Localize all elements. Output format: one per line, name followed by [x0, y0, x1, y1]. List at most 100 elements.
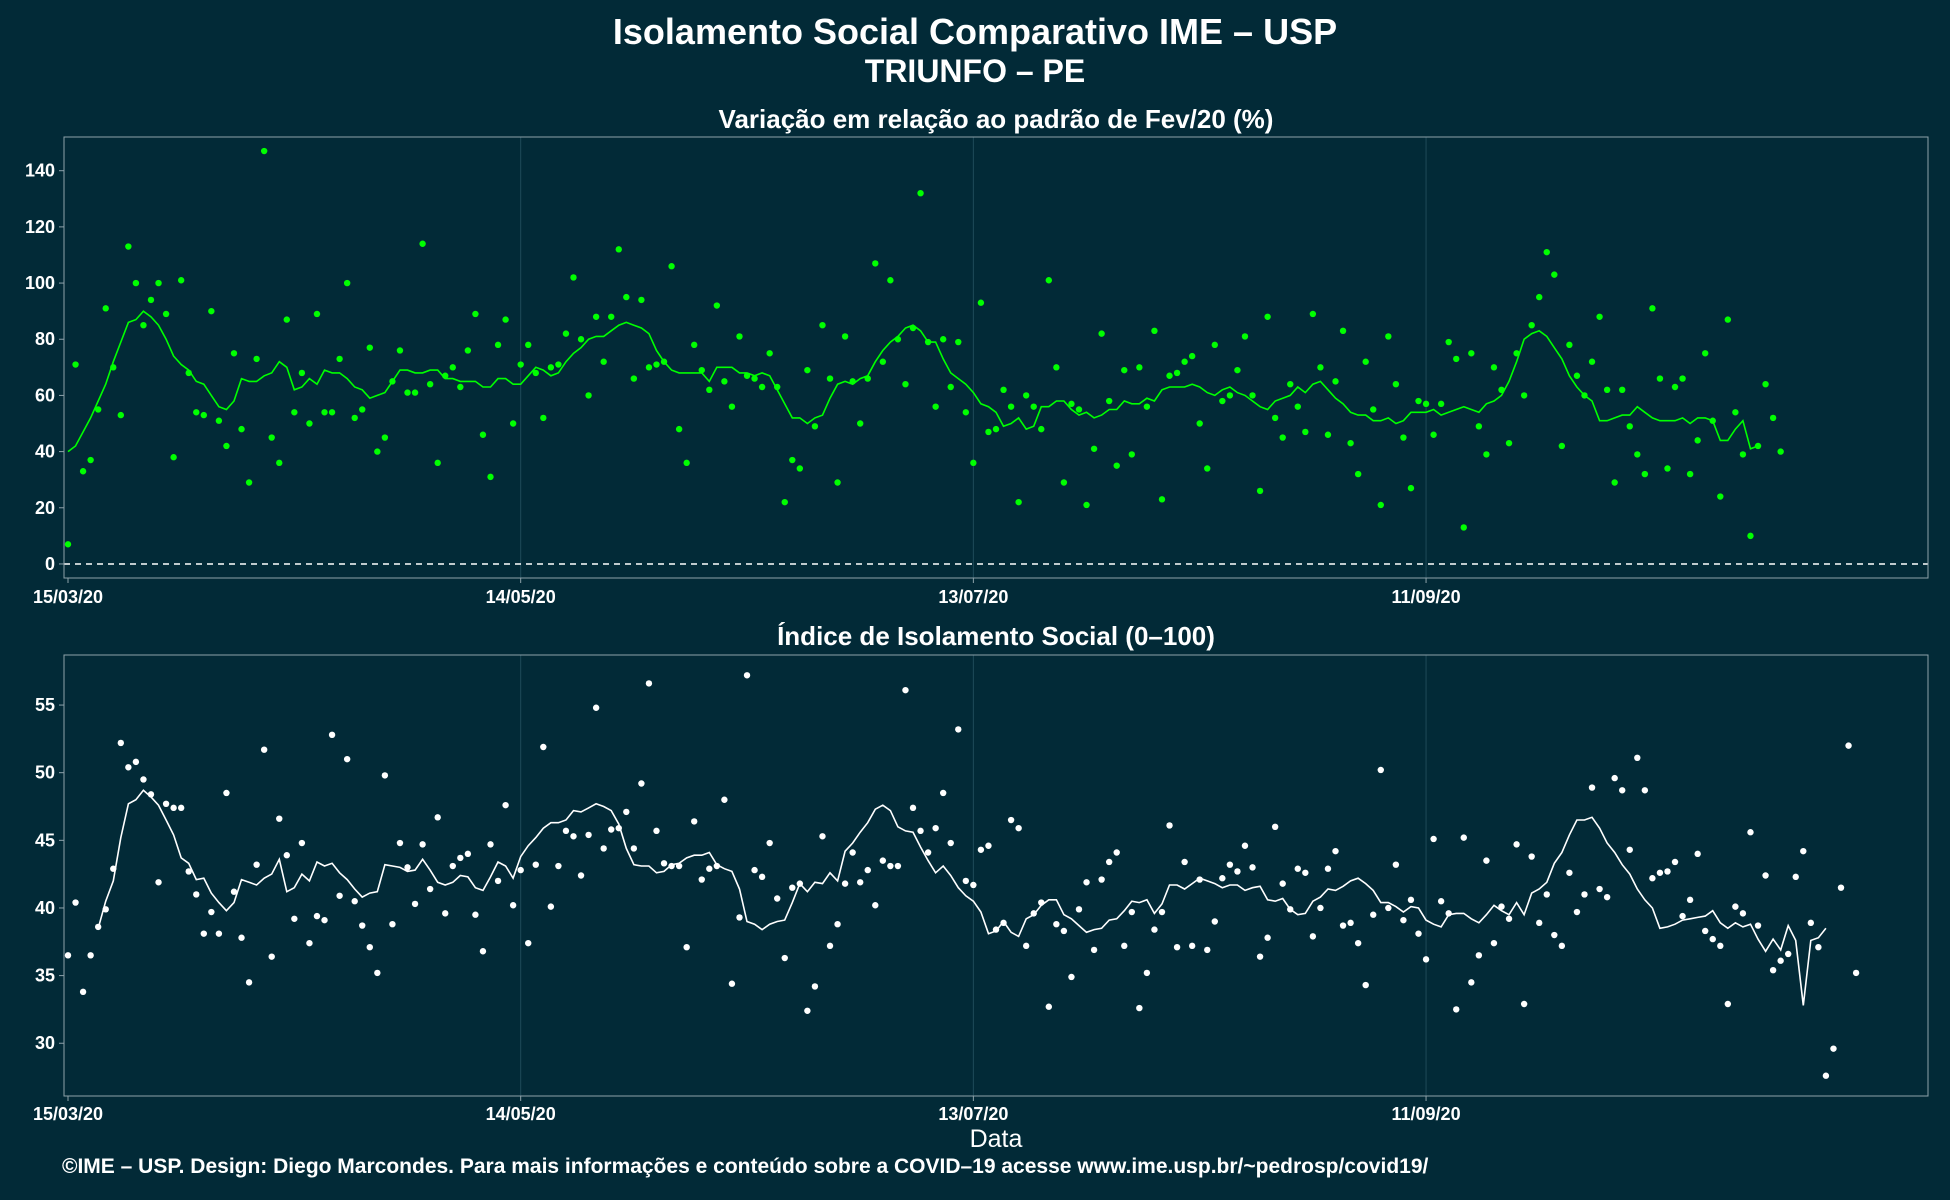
data-point	[970, 459, 977, 467]
data-point	[1166, 372, 1173, 379]
data-point	[1777, 448, 1784, 455]
data-point	[804, 1007, 811, 1014]
data-point	[1724, 316, 1732, 323]
data-point	[758, 873, 766, 881]
data-point	[1279, 434, 1286, 441]
data-point	[1430, 835, 1437, 843]
data-point	[1619, 386, 1626, 394]
data-point	[170, 804, 177, 812]
data-point	[1385, 333, 1392, 340]
data-point	[698, 366, 705, 374]
data-point	[1007, 403, 1015, 410]
data-point	[1128, 908, 1136, 916]
data-point	[1422, 956, 1430, 963]
data-point	[789, 456, 796, 464]
data-point	[985, 428, 992, 436]
data-point	[1060, 927, 1068, 935]
data-point	[1241, 333, 1249, 340]
data-point	[743, 672, 751, 679]
data-point	[79, 468, 87, 475]
data-point	[1068, 973, 1075, 981]
data-point	[1468, 979, 1475, 986]
data-point	[260, 746, 268, 753]
data-point	[1241, 842, 1249, 849]
data-point	[1702, 350, 1709, 357]
data-point	[736, 914, 743, 921]
data-point	[849, 849, 856, 856]
data-point	[1671, 383, 1679, 391]
data-point	[64, 952, 72, 959]
data-point	[525, 341, 532, 349]
data-point	[872, 260, 879, 267]
data-point	[856, 879, 864, 886]
y-tick-label: 35	[35, 966, 55, 986]
y-tick-label: 20	[35, 498, 55, 518]
data-point	[1830, 1045, 1837, 1052]
data-point	[1324, 431, 1332, 438]
data-point	[608, 313, 615, 320]
data-point	[343, 755, 351, 763]
data-point	[713, 302, 721, 309]
data-point	[479, 431, 487, 438]
data-point	[1022, 942, 1030, 950]
panel-variacao: Variação em relação ao padrão de Fev/20 …	[25, 104, 1929, 607]
data-point	[1513, 841, 1520, 848]
data-point	[132, 758, 140, 766]
data-point	[276, 815, 283, 822]
data-point	[245, 479, 253, 486]
data-point	[834, 479, 841, 486]
data-point	[1460, 524, 1467, 531]
data-point	[1294, 403, 1301, 410]
data-point	[343, 279, 351, 287]
data-point	[411, 900, 419, 908]
data-point	[1377, 501, 1384, 509]
data-point	[1204, 465, 1211, 472]
data-point	[1430, 431, 1437, 438]
x-axis-label: Data	[970, 1125, 1023, 1153]
data-point	[826, 375, 834, 382]
data-point	[1596, 313, 1603, 320]
data-point	[381, 772, 389, 779]
data-point	[336, 892, 343, 899]
data-point	[1528, 853, 1535, 860]
data-point	[238, 934, 245, 941]
data-point	[706, 386, 713, 394]
data-point	[1143, 969, 1151, 977]
data-point	[872, 902, 879, 909]
data-point	[494, 877, 502, 885]
data-point	[1309, 310, 1317, 318]
data-point	[1234, 868, 1241, 875]
data-point	[72, 361, 79, 368]
data-point	[1038, 425, 1045, 433]
data-point	[955, 726, 962, 733]
data-point	[1520, 1000, 1528, 1008]
data-point	[660, 860, 668, 867]
data-point	[917, 189, 924, 197]
data-point	[623, 293, 630, 301]
data-point	[819, 833, 826, 840]
data-point	[547, 364, 555, 371]
data-point	[426, 380, 434, 388]
data-point	[1468, 350, 1475, 357]
data-point	[313, 310, 321, 318]
data-point	[1475, 952, 1483, 959]
data-point	[404, 389, 411, 396]
data-point	[804, 366, 811, 374]
data-point	[1626, 423, 1633, 430]
data-point	[1370, 911, 1377, 918]
data-point	[1724, 1000, 1732, 1008]
data-point	[1400, 916, 1407, 924]
data-point	[1045, 277, 1053, 284]
data-point	[1520, 392, 1528, 399]
data-point	[328, 731, 336, 739]
data-point	[1611, 774, 1618, 782]
data-point	[638, 780, 645, 787]
data-point	[615, 246, 622, 253]
data-point	[140, 776, 147, 783]
data-point	[381, 434, 389, 441]
moving-average-line	[97, 789, 1827, 1006]
data-point	[1551, 931, 1558, 939]
data-point	[781, 954, 788, 962]
data-point	[472, 911, 479, 918]
